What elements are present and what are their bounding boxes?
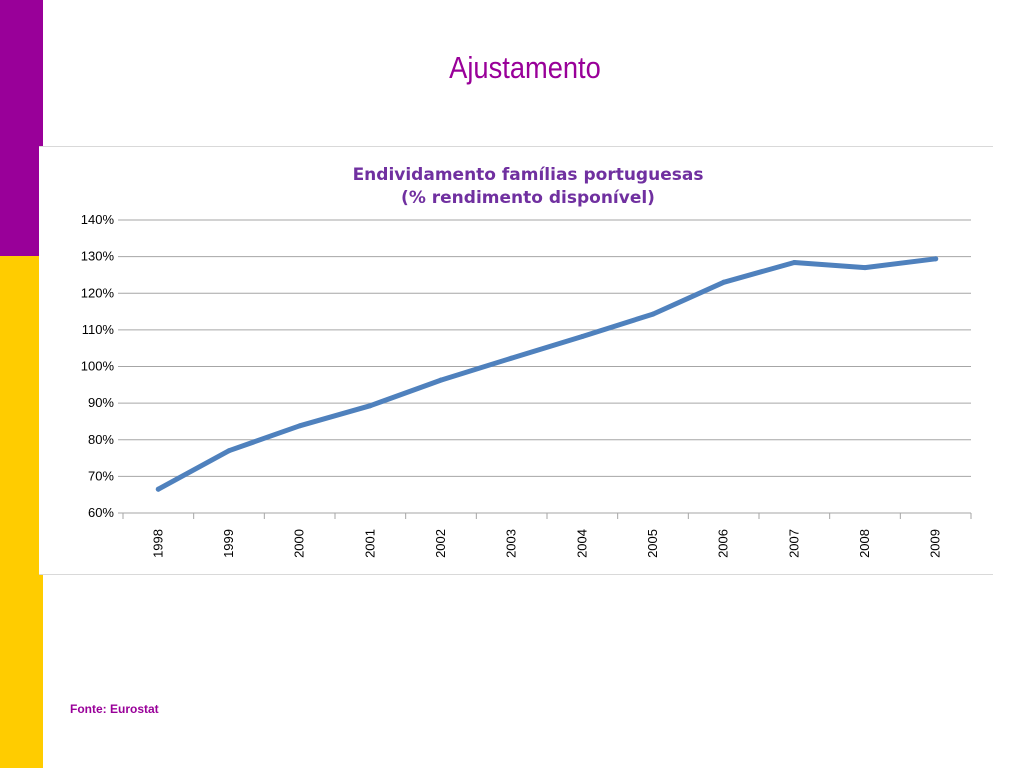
data-point [721, 279, 727, 285]
data-point [438, 377, 444, 383]
y-tick-label: 130% [81, 249, 115, 264]
x-tick-label: 2005 [645, 529, 660, 558]
series-layer [155, 256, 939, 492]
x-tick-label: 2003 [504, 529, 519, 558]
y-axis-tick-labels: 60% 70% 80% 90% 100% 110% 120% 130% 140% [81, 212, 115, 520]
data-point [509, 355, 515, 361]
x-tick-label: 2000 [292, 529, 307, 558]
slide-title: Ajustamento [449, 50, 601, 85]
data-point [155, 486, 161, 492]
data-point [579, 333, 585, 339]
series-line [155, 256, 939, 492]
line-chart: Endividamento famílias portuguesas (% re… [81, 165, 972, 558]
decorative-bar-yellow [0, 256, 43, 768]
y-tick-label: 110% [82, 322, 115, 337]
data-point [297, 423, 303, 429]
x-tick-label: 2007 [786, 529, 801, 558]
x-axis-tick-labels: 1998 1999 2000 2001 2002 2003 2004 2005 2006 2007… [150, 529, 942, 558]
data-point [650, 311, 656, 317]
x-tick-label: 2009 [928, 529, 943, 558]
x-tick-label: 1999 [221, 529, 236, 558]
x-tick-label: 1998 [150, 529, 165, 558]
chart-title-line-2: (% rendimento disponível) [401, 188, 655, 208]
source-note: Fonte: Eurostat [70, 702, 159, 716]
x-tick-label: 2001 [362, 529, 377, 558]
data-point [862, 265, 868, 271]
x-axis [122, 512, 972, 519]
x-tick-label: 2002 [433, 529, 448, 558]
x-tick-label: 2004 [574, 529, 589, 558]
y-tick-label: 60% [88, 505, 114, 520]
y-tick-label: 140% [81, 212, 115, 227]
data-point [933, 256, 939, 262]
x-tick-label: 2008 [857, 529, 872, 558]
y-tick-label: 70% [88, 468, 114, 483]
data-point [367, 403, 373, 409]
y-tick-label: 120% [81, 285, 115, 300]
y-tick-label: 90% [88, 395, 114, 410]
y-tick-label: 80% [88, 432, 114, 447]
chart-container: Endividamento famílias portuguesas (% re… [39, 146, 993, 575]
chart-title-line-1: Endividamento famílias portuguesas [353, 165, 704, 185]
decorative-bar-purple [0, 0, 43, 256]
y-tick-label: 100% [81, 359, 115, 374]
data-point [226, 448, 232, 454]
x-tick-label: 2006 [716, 529, 731, 558]
data-point [791, 259, 797, 265]
